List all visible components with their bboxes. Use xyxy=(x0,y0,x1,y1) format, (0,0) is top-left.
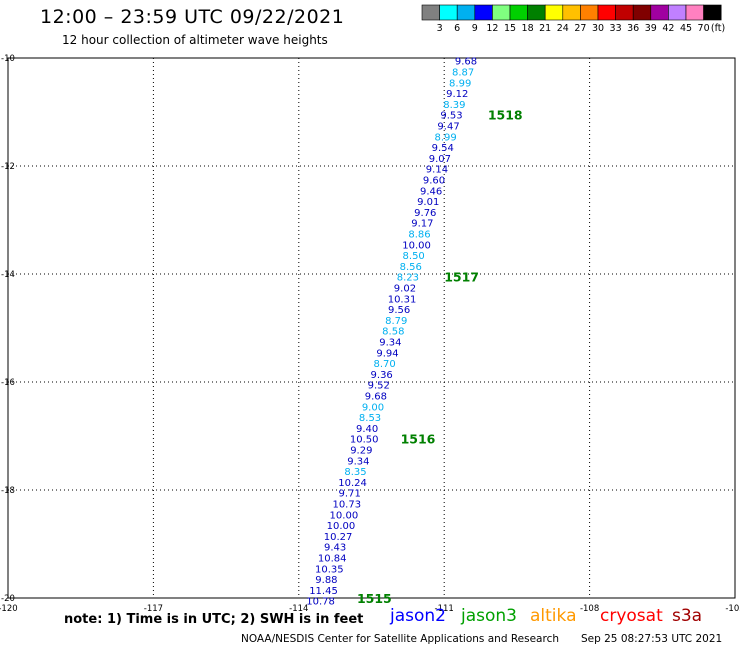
wave-height-value: 8.50 xyxy=(403,251,425,262)
y-tick-label: -14 xyxy=(1,270,15,280)
wave-height-value: 9.94 xyxy=(376,348,398,359)
legend-label: 39 xyxy=(645,23,657,34)
mission-cryosat: cryosat xyxy=(600,606,663,626)
mission-altika: altika xyxy=(530,606,577,626)
wave-height-value: 8.79 xyxy=(385,316,407,327)
wave-height-value: 9.17 xyxy=(411,219,433,230)
wave-height-value: 8.58 xyxy=(382,327,404,338)
legend-swatch xyxy=(703,4,722,21)
wave-height-value: 9.46 xyxy=(420,186,442,197)
color-scale-legend: 3 6 9 12 15 18 21 24 27 30 33 36 39 42 45 70 (ft) xyxy=(421,4,725,34)
wave-height-value: 8.53 xyxy=(359,413,381,424)
wave-height-value: 10.00 xyxy=(330,510,359,521)
map-title: 12:00 – 23:59 UTC 09/22/2021 xyxy=(40,6,345,28)
wave-height-value: 9.34 xyxy=(379,338,401,349)
wave-height-value: 8.35 xyxy=(344,467,366,478)
wave-height-value: 10.24 xyxy=(338,478,367,489)
footer-timestamp: Sep 25 08:27:53 UTC 2021 xyxy=(581,633,723,645)
wave-height-value: 8.70 xyxy=(373,359,395,370)
wave-height-value: 9.40 xyxy=(356,424,378,435)
wave-height-value: 11.45 xyxy=(309,586,338,597)
wave-height-value: 10.84 xyxy=(318,554,347,565)
pass-time-label: 1516 xyxy=(401,432,436,447)
wave-height-value: 9.54 xyxy=(432,143,454,154)
mission-jason2: jason2 xyxy=(390,606,446,626)
wave-height-value: 9.88 xyxy=(315,575,337,586)
legend-label: 21 xyxy=(539,23,551,34)
y-tick-label: -10 xyxy=(1,54,15,64)
wave-height-value: 10.31 xyxy=(388,294,417,305)
wave-height-value: 8.23 xyxy=(397,273,419,284)
wave-height-value: 8.86 xyxy=(408,230,430,241)
wave-height-value: 10.27 xyxy=(324,532,353,543)
wave-height-value: 9.71 xyxy=(339,489,361,500)
wave-height-value: 10.00 xyxy=(402,240,431,251)
legend-label: 3 xyxy=(437,23,443,34)
wave-height-value: 9.60 xyxy=(423,176,445,187)
pass-time-label: 1518 xyxy=(488,108,523,123)
y-tick-label: -16 xyxy=(1,378,15,388)
wave-height-value: 9.36 xyxy=(371,370,393,381)
legend-label: 12 xyxy=(486,23,498,34)
wave-height-value: 9.52 xyxy=(368,381,390,392)
wave-height-value: 9.53 xyxy=(440,111,462,122)
wave-height-value: 9.76 xyxy=(414,208,436,219)
wave-height-value: 8.99 xyxy=(435,132,457,143)
legend-label: 42 xyxy=(662,23,674,34)
wave-height-value: 8.56 xyxy=(400,262,422,273)
legend-label: 30 xyxy=(592,23,604,34)
x-tick-label: -120 xyxy=(0,604,18,614)
wave-height-value: 9.07 xyxy=(429,154,451,165)
map-frame xyxy=(7,57,736,599)
legend-label: 36 xyxy=(627,23,639,34)
legend-label: 70 xyxy=(698,23,710,34)
wave-height-value: 9.01 xyxy=(417,197,439,208)
y-tick-label: -12 xyxy=(1,162,15,172)
legend-label: 33 xyxy=(610,23,622,34)
x-tick-label: -117 xyxy=(144,604,163,614)
wave-height-value: 9.47 xyxy=(437,122,459,133)
x-tick-label: -108 xyxy=(580,604,599,614)
wave-height-value: 8.39 xyxy=(443,100,465,111)
wave-height-value: 9.29 xyxy=(350,446,372,457)
wave-height-value: 10.50 xyxy=(350,435,379,446)
wave-height-value: 9.00 xyxy=(362,402,384,413)
wave-height-value: 9.68 xyxy=(365,392,387,403)
wave-height-value: 10.00 xyxy=(327,521,356,532)
legend-label: 27 xyxy=(574,23,586,34)
wave-height-value: 10.73 xyxy=(332,500,361,511)
wave-height-value: 10.35 xyxy=(315,564,344,575)
wave-height-value: 8.87 xyxy=(452,68,474,79)
legend-unit: (ft) xyxy=(711,23,725,34)
wave-height-value: 10.78 xyxy=(306,597,335,608)
x-tick-label: -105 xyxy=(725,604,740,614)
legend-label: 18 xyxy=(522,23,534,34)
pass-time-label: 1515 xyxy=(357,591,392,606)
x-tick-label: -114 xyxy=(289,604,308,614)
map-subtitle: 12 hour collection of altimeter wave hei… xyxy=(62,33,328,47)
footer-agency: NOAA/NESDIS Center for Satellite Applica… xyxy=(241,633,559,645)
legend-label: 45 xyxy=(680,23,692,34)
x-tick-label: -111 xyxy=(435,604,454,614)
wave-height-value: 9.12 xyxy=(446,89,468,100)
wave-height-value: 8.99 xyxy=(449,78,471,89)
wave-height-value: 9.14 xyxy=(426,165,448,176)
footnote: note: 1) Time is in UTC; 2) SWH is in fe… xyxy=(64,612,364,627)
mission-jason3: jason3 xyxy=(461,606,517,626)
y-tick-label: -20 xyxy=(1,594,15,604)
legend-label: 24 xyxy=(557,23,569,34)
wave-height-value: 9.43 xyxy=(324,543,346,554)
pass-time-label: 1517 xyxy=(444,270,479,285)
wave-height-value: 9.56 xyxy=(388,305,410,316)
legend-label: 6 xyxy=(454,23,460,34)
y-tick-label: -18 xyxy=(1,486,15,496)
wave-height-value: 9.02 xyxy=(394,284,416,295)
mission-s3a: s3a xyxy=(672,606,703,626)
legend-label: 15 xyxy=(504,23,516,34)
wave-height-value: 9.34 xyxy=(347,456,369,467)
legend-label: 9 xyxy=(472,23,478,34)
wave-height-value: 9.68 xyxy=(455,57,477,68)
